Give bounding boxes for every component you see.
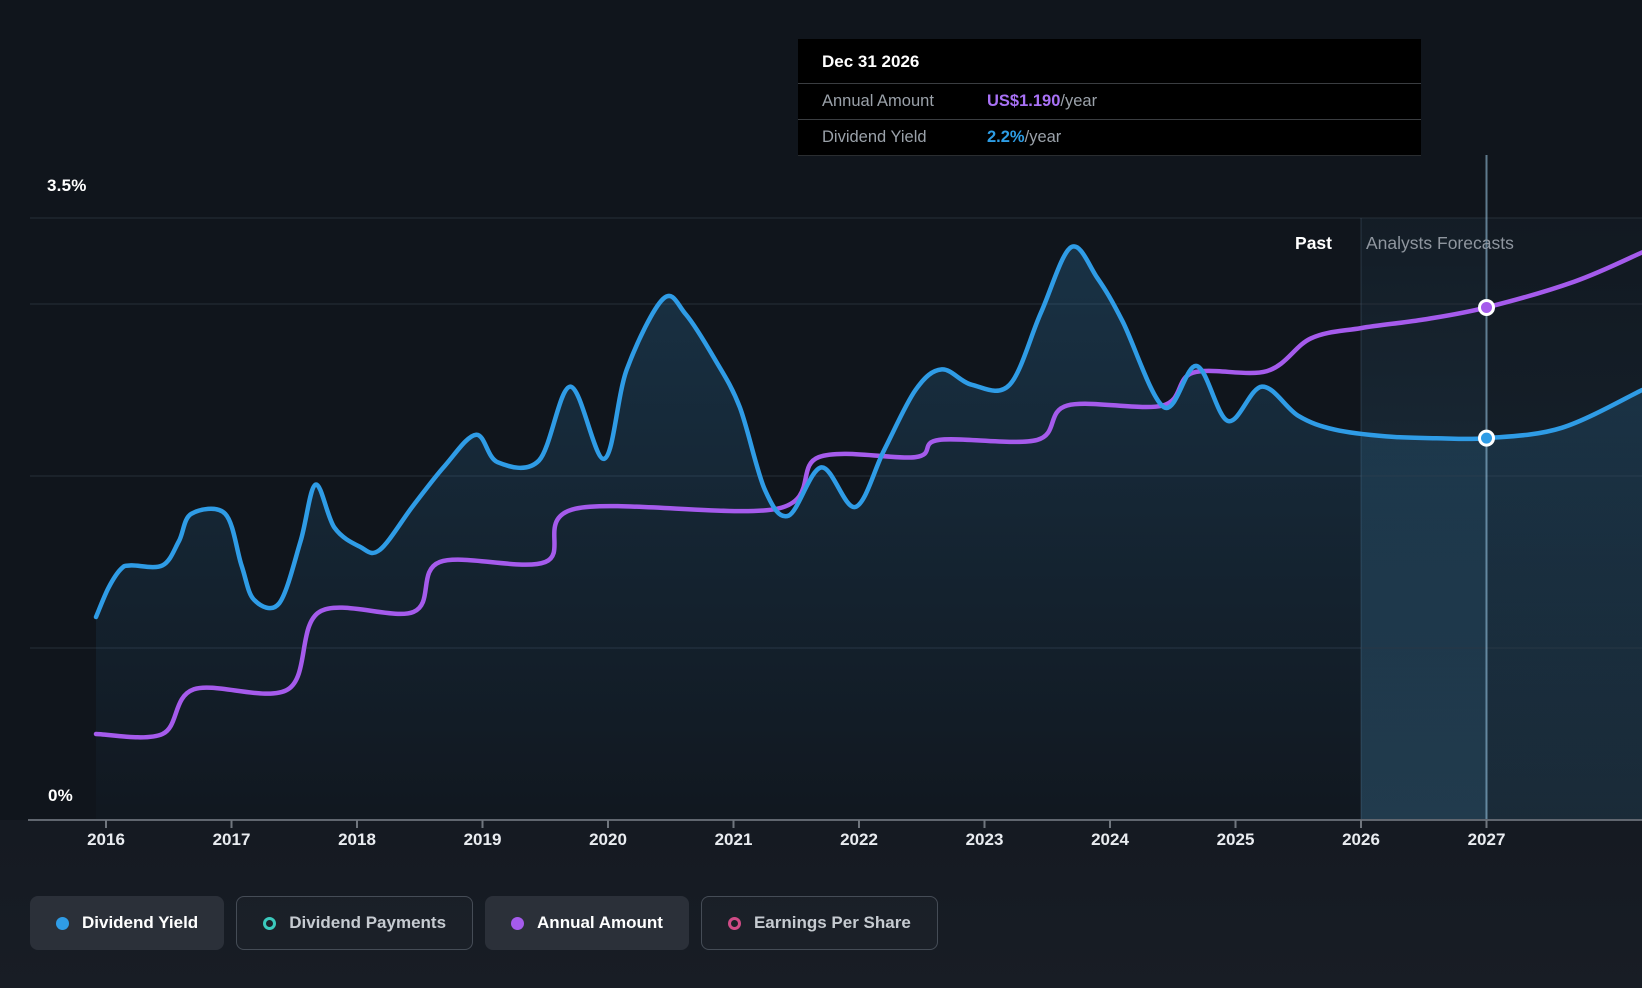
legend-label: Annual Amount <box>537 913 663 933</box>
tooltip-value-dividend-yield: 2.2% <box>987 128 1025 147</box>
x-tick-label-2022: 2022 <box>819 830 899 850</box>
annual-amount-legend-icon <box>511 917 524 930</box>
legend-label: Dividend Yield <box>82 913 198 933</box>
dividend-yield-legend-icon <box>56 917 69 930</box>
past-zone-label: Past <box>1152 233 1332 254</box>
legend-label: Dividend Payments <box>289 913 446 933</box>
tooltip-row-dividend-yield: Dividend Yield 2.2% /year <box>798 119 1421 156</box>
dividend-yield-marker[interactable] <box>1480 431 1494 445</box>
legend-button-dividend-yield[interactable]: Dividend Yield <box>30 896 224 950</box>
tooltip-row-annual-amount: Annual Amount US$1.190 /year <box>798 83 1421 119</box>
x-tick-label-2019: 2019 <box>443 830 523 850</box>
hover-tooltip: Dec 31 2026 Annual Amount US$1.190 /year… <box>798 39 1421 156</box>
tooltip-suffix-annual-amount: /year <box>1060 92 1097 111</box>
legend-button-dividend-payments[interactable]: Dividend Payments <box>236 896 473 950</box>
legend-button-annual-amount[interactable]: Annual Amount <box>485 896 689 950</box>
tooltip-value-annual-amount: US$1.190 <box>987 92 1060 111</box>
legend-button-earnings-per-share[interactable]: Earnings Per Share <box>701 896 938 950</box>
analysts-forecasts-zone-label: Analysts Forecasts <box>1366 233 1514 254</box>
y-axis-label-top: 3.5% <box>47 176 87 196</box>
legend-label: Earnings Per Share <box>754 913 911 933</box>
dividend-chart-page: 3.5% 0% Past Analysts Forecasts 2016 2017… <box>0 0 1642 988</box>
annual-amount-marker[interactable] <box>1480 300 1494 314</box>
dividend-payments-legend-icon <box>263 917 276 930</box>
x-tick-label-2025: 2025 <box>1196 830 1276 850</box>
x-tick-label-2018: 2018 <box>317 830 397 850</box>
x-tick-label-2017: 2017 <box>192 830 272 850</box>
x-tick-label-2016: 2016 <box>66 830 146 850</box>
x-tick-label-2023: 2023 <box>945 830 1025 850</box>
x-tick-label-2024: 2024 <box>1070 830 1150 850</box>
tooltip-label-annual-amount: Annual Amount <box>822 92 987 111</box>
x-tick-label-2027: 2027 <box>1447 830 1527 850</box>
x-tick-label-2026: 2026 <box>1321 830 1401 850</box>
tooltip-label-dividend-yield: Dividend Yield <box>822 128 987 147</box>
x-tick-label-2021: 2021 <box>694 830 774 850</box>
tooltip-suffix-dividend-yield: /year <box>1025 128 1062 147</box>
legend-bar: Dividend Yield Dividend Payments Annual Am… <box>30 896 938 950</box>
x-tick-label-2020: 2020 <box>568 830 648 850</box>
tooltip-date-title: Dec 31 2026 <box>798 49 1421 83</box>
y-axis-label-zero: 0% <box>48 786 73 806</box>
earnings-per-share-legend-icon <box>728 917 741 930</box>
